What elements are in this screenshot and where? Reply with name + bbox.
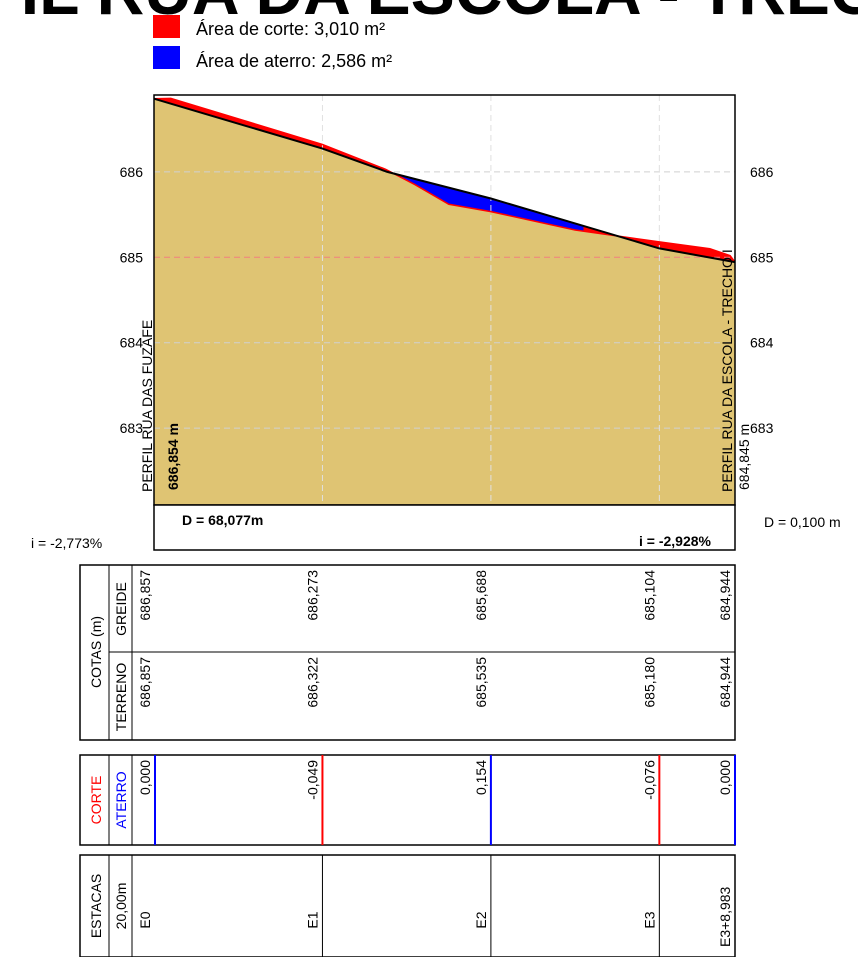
legend-label-fill: Área de aterro: 2,586 m²: [196, 51, 392, 71]
terreno-value: 686,322: [304, 657, 320, 708]
bottom-slope: i = -2,928%: [639, 533, 712, 549]
right-profile-label: PERFIL RUA DA ESCOLA - TRECHO I: [719, 249, 735, 492]
y-tick-right: 685: [750, 249, 774, 265]
greide-value: 686,273: [304, 570, 320, 621]
corte-aterro-value: 0,154: [473, 760, 489, 795]
estaca-value: E0: [137, 911, 153, 928]
bottom-distance: D = 68,077m: [182, 512, 263, 528]
distance-strip: [153, 504, 736, 551]
estaca-value: E3: [641, 911, 657, 928]
y-tick-left: 683: [120, 420, 144, 436]
corte-aterro-value: -0,076: [641, 760, 657, 800]
terreno-label: TERRENO: [113, 663, 129, 732]
cotas-label: COTAS (m): [88, 616, 104, 688]
cotas-table: COTAS (m) GREIDE TERRENO 686,857 686,273 6…: [79, 564, 736, 741]
end-elevation-label: 684,845 m: [736, 424, 752, 490]
y-tick-left: 685: [120, 249, 144, 265]
y-tick-right: 686: [750, 164, 774, 180]
corte-aterro-table: CORTE ATERRO 0,000 -0,049 0,154 -0,076 0,000: [79, 754, 736, 846]
estaca-value: E3+8,983: [717, 886, 733, 947]
corte-aterro-value: -0,049: [304, 760, 320, 800]
estaca-value: E2: [473, 911, 489, 928]
terrain-line: [153, 97, 736, 263]
left-profile-label: PERFIL RUA DAS FUZAFE: [139, 320, 155, 492]
grade-line: [153, 97, 736, 264]
greide-value: 685,104: [641, 570, 657, 621]
legend-swatch-fill: [153, 46, 180, 69]
start-elevation-label: 686,854 m: [165, 423, 181, 490]
terreno-value: 684,944: [717, 657, 733, 708]
corte-label: CORTE: [88, 776, 104, 825]
aterro-label: ATERRO: [113, 771, 129, 828]
terreno-value: 686,857: [137, 657, 153, 708]
greide-value: 685,688: [473, 570, 489, 621]
estacas-table: ESTACAS 20,00m E0 E1 E2 E3 E3+8,983: [79, 854, 736, 957]
y-tick-left: 686: [120, 164, 144, 180]
greide-label: GREIDE: [113, 582, 129, 636]
legend-label-cut: Área de corte: 3,010 m²: [196, 19, 385, 39]
y-tick-left: 684: [120, 335, 144, 351]
corte-aterro-value: 0,000: [137, 760, 153, 795]
ground-area: [154, 98, 735, 506]
terreno-value: 685,180: [641, 657, 657, 708]
terreno-value: 685,535: [473, 657, 489, 708]
interval-label: 20,00m: [113, 883, 129, 930]
estacas-label: ESTACAS: [88, 874, 104, 938]
greide-value: 684,944: [717, 570, 733, 621]
y-tick-right: 683: [750, 420, 774, 436]
y-tick-right: 684: [750, 335, 774, 351]
right-distance: D = 0,100 m: [764, 514, 841, 530]
legend-swatch-cut: [153, 15, 180, 38]
profile-plot: 686 686 685 685 684 684 683 683 PERFIL RUA DAS …: [120, 94, 774, 506]
left-slope: i = -2,773%: [31, 535, 102, 551]
estaca-value: E1: [304, 911, 320, 928]
cut-area: [583, 226, 735, 263]
sheet-title: PERFIL RUA DA ESCOLA - TRECHO I: [0, 0, 858, 28]
corte-aterro-value: 0,000: [717, 760, 733, 795]
greide-value: 686,857: [137, 570, 153, 621]
